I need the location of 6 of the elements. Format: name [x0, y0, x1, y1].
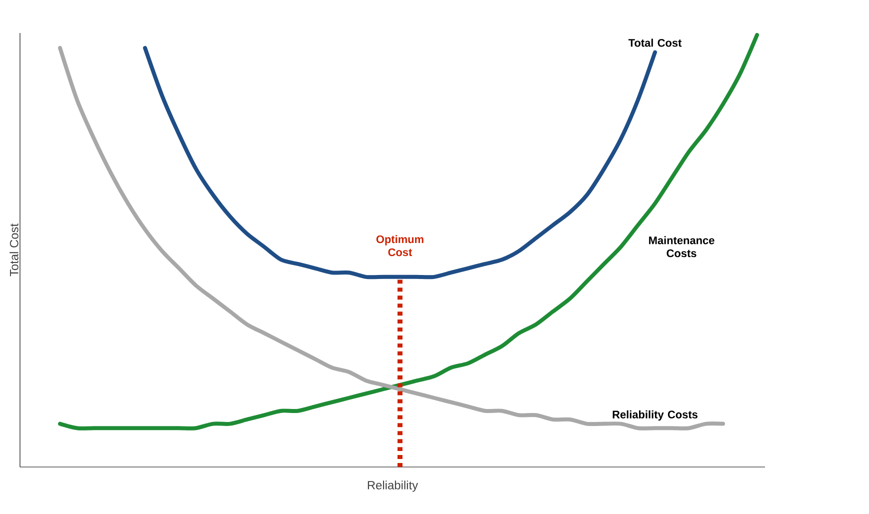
series-label: Maintenance Costs	[649, 236, 714, 258]
series-label: Total Cost	[628, 38, 682, 47]
series-label: Reliability Costs	[612, 410, 698, 421]
x-axis-title: Reliability	[368, 480, 418, 492]
y-axis-title: Total Cost	[10, 224, 18, 276]
annotation: Optimum Cost	[376, 235, 424, 256]
